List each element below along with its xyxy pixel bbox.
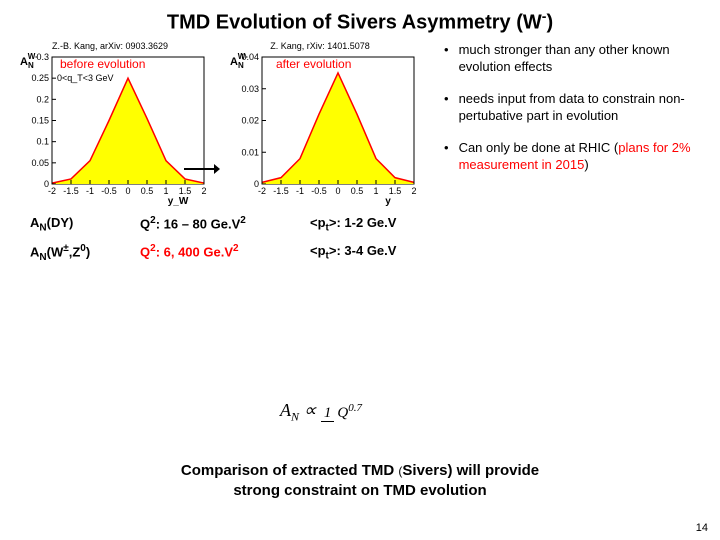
kinematics-table: AN(DY) Q2: 16 – 80 Ge.V2 <pt>: 1-2 Ge.V … bbox=[0, 215, 720, 264]
svg-text:0.02: 0.02 bbox=[241, 115, 259, 125]
chart-before-svg: 00.050.10.150.20.250.3-2-1.5-1-0.500.511… bbox=[10, 51, 210, 206]
svg-text:-1.5: -1.5 bbox=[63, 186, 79, 196]
arrow-icon bbox=[184, 162, 220, 181]
svg-text:2: 2 bbox=[201, 186, 206, 196]
t: N bbox=[39, 252, 46, 263]
svg-text:y: y bbox=[385, 196, 391, 206]
svg-text:0.03: 0.03 bbox=[241, 83, 259, 93]
conclusion-l1a: Comparison of extracted TMD bbox=[181, 462, 399, 479]
t: >: 1-2 Ge.V bbox=[329, 215, 397, 230]
t: (W bbox=[47, 245, 64, 260]
t: N bbox=[39, 222, 46, 233]
cell-pt-dy: <pt>: 1-2 Ge.V bbox=[310, 215, 460, 234]
svg-text:1.5: 1.5 bbox=[179, 186, 192, 196]
t: N bbox=[291, 410, 299, 424]
t: >: 3-4 Ge.V bbox=[329, 243, 397, 258]
chart-before: 00.050.10.150.20.250.3-2-1.5-1-0.500.511… bbox=[10, 51, 210, 211]
bullet-part: ) bbox=[584, 157, 588, 172]
page-number: 14 bbox=[696, 522, 708, 534]
cell-pt-wz: <pt>: 3-4 Ge.V bbox=[310, 243, 460, 263]
svg-text:0.25: 0.25 bbox=[31, 73, 49, 83]
t: A bbox=[30, 245, 39, 260]
svg-text:-2: -2 bbox=[258, 186, 266, 196]
svg-text:-1: -1 bbox=[296, 186, 304, 196]
cell-an-wz: AN(W±,Z0) bbox=[30, 243, 140, 263]
bullet-mark-icon: • bbox=[444, 90, 449, 125]
t: ∝ bbox=[299, 400, 321, 420]
cell-q2-wz: Q2: 6, 400 Ge.V2 bbox=[140, 243, 310, 263]
label-before: before evolution bbox=[60, 57, 145, 71]
t: (DY) bbox=[47, 215, 74, 230]
svg-text:0: 0 bbox=[335, 186, 340, 196]
svg-text:-2: -2 bbox=[48, 186, 56, 196]
t: : 16 – 80 Ge.V bbox=[156, 216, 241, 231]
svg-text:0.05: 0.05 bbox=[31, 157, 49, 167]
t: 2 bbox=[240, 215, 246, 226]
label-after: after evolution bbox=[276, 57, 351, 71]
t: A bbox=[280, 400, 291, 420]
ref-left: Z.-B. Kang, arXiv: 0903.3629 bbox=[52, 41, 168, 51]
svg-text:0.15: 0.15 bbox=[31, 115, 49, 125]
conclusion-text: Comparison of extracted TMD (Sivers) wil… bbox=[0, 461, 720, 500]
svg-text:0.5: 0.5 bbox=[141, 186, 154, 196]
svg-text:0: 0 bbox=[125, 186, 130, 196]
t: <p bbox=[310, 215, 326, 230]
chart-after-svg: 00.010.020.030.04-2-1.5-1-0.500.511.52AN… bbox=[220, 51, 420, 206]
svg-text:0.01: 0.01 bbox=[241, 147, 259, 157]
svg-text:0.1: 0.1 bbox=[36, 136, 49, 146]
svg-text:1: 1 bbox=[163, 186, 168, 196]
chart-right-column: Z. Kang, rXiv: 1401.5078 0 0.01 0.02 0.03 0.… bbox=[220, 41, 420, 211]
svg-text:2: 2 bbox=[411, 186, 416, 196]
scaling-formula: AN ∝ 1Q0.7 bbox=[280, 400, 365, 425]
chart-left-column: Z.-B. Kang, arXiv: 0903.3629 0 0.05 0.1 0.1… bbox=[10, 41, 210, 211]
svg-text:-0.5: -0.5 bbox=[101, 186, 117, 196]
svg-text:ANW-: ANW- bbox=[20, 52, 38, 70]
bullet-item: • much stronger than any other known evo… bbox=[444, 41, 710, 76]
bullet-item: • Can only be done at RHIC (plans for 2%… bbox=[444, 139, 710, 174]
svg-text:y_W: y_W bbox=[168, 196, 189, 206]
bullet-text: needs input from data to constrain non-p… bbox=[459, 90, 710, 125]
t: 0.7 bbox=[348, 402, 362, 414]
t: 2 bbox=[233, 243, 239, 254]
t: Q bbox=[140, 216, 150, 231]
bullet-text: Can only be done at RHIC (plans for 2% m… bbox=[459, 139, 710, 174]
t: ) bbox=[86, 245, 90, 260]
table-row: AN(DY) Q2: 16 – 80 Ge.V2 <pt>: 1-2 Ge.V bbox=[30, 215, 720, 234]
t: 1 bbox=[321, 405, 335, 422]
svg-text:0.3: 0.3 bbox=[36, 52, 49, 62]
title-end: ) bbox=[546, 12, 553, 34]
title-text: TMD Evolution of Sivers Asymmetry (W bbox=[167, 12, 542, 34]
svg-text:0.2: 0.2 bbox=[36, 94, 49, 104]
bullet-part: Can only be done at RHIC ( bbox=[459, 140, 619, 155]
conclusion-l2: strong constraint on TMD evolution bbox=[233, 482, 486, 499]
svg-text:0.5: 0.5 bbox=[351, 186, 364, 196]
bullet-mark-icon: • bbox=[444, 139, 449, 174]
bullet-list: • much stronger than any other known evo… bbox=[444, 41, 710, 211]
svg-text:0<q_T<3 GeV: 0<q_T<3 GeV bbox=[57, 73, 114, 83]
svg-text:1: 1 bbox=[373, 186, 378, 196]
bullet-text: much stronger than any other known evolu… bbox=[459, 41, 710, 76]
bullet-mark-icon: • bbox=[444, 41, 449, 76]
svg-text:-1: -1 bbox=[86, 186, 94, 196]
t: <p bbox=[310, 243, 326, 258]
cell-an-dy: AN(DY) bbox=[30, 215, 140, 234]
t: Q bbox=[337, 405, 348, 421]
svg-text:-0.5: -0.5 bbox=[311, 186, 327, 196]
chart-after: 00.010.020.030.04-2-1.5-1-0.500.511.52AN… bbox=[220, 51, 420, 211]
fraction: 1Q0.7 bbox=[321, 403, 365, 421]
t: A bbox=[30, 215, 39, 230]
svg-text:-1.5: -1.5 bbox=[273, 186, 289, 196]
t: ,Z bbox=[69, 245, 81, 260]
bullet-item: • needs input from data to constrain non… bbox=[444, 90, 710, 125]
ref-right: Z. Kang, rXiv: 1401.5078 bbox=[270, 41, 370, 51]
table-row: AN(W±,Z0) Q2: 6, 400 Ge.V2 <pt>: 3-4 Ge.… bbox=[30, 243, 720, 263]
charts-and-bullets-row: Z.-B. Kang, arXiv: 0903.3629 0 0.05 0.1 0.1… bbox=[0, 41, 720, 211]
conclusion-l1b: Sivers) will provide bbox=[402, 462, 539, 479]
svg-text:1.5: 1.5 bbox=[389, 186, 402, 196]
t: Q bbox=[140, 245, 150, 260]
page-title: TMD Evolution of Sivers Asymmetry (W-) bbox=[0, 0, 720, 35]
cell-q2-dy: Q2: 16 – 80 Ge.V2 bbox=[140, 215, 310, 234]
t: : 6, 400 Ge.V bbox=[156, 245, 233, 260]
